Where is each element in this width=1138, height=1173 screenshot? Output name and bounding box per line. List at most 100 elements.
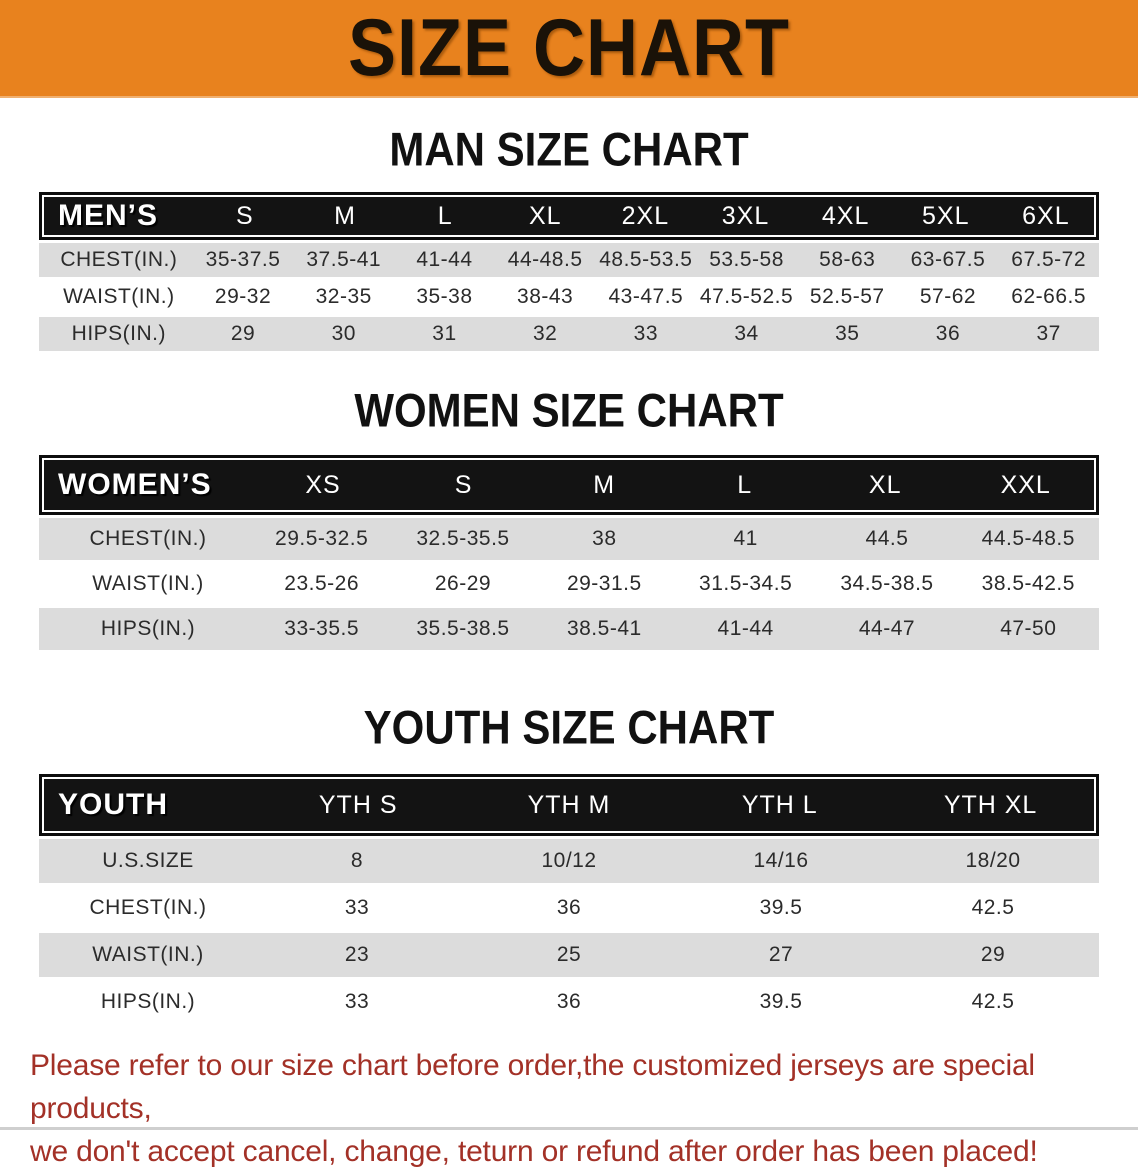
size-cell: 41 [733,527,758,550]
table-row: HIPS(IN.) 33 36 39.5 42.5 [39,980,1099,1024]
size-chart-sections: MAN SIZE CHART MEN’S S M L XL 2XL 3XL 4XL 5XL 6XL C… [0,123,1138,1024]
size-cell: 42.5 [971,896,1015,919]
row-label: WAIST(IN.) [92,572,204,595]
row-label: HIPS(IN.) [71,322,167,345]
table-row: CHEST(IN.) 33 36 39.5 42.5 [39,886,1099,930]
size-cell: 48.5-53.5 [599,248,693,271]
section-heading-women: WOMEN SIZE CHART [354,384,784,437]
size-cell: 37 [1036,322,1061,345]
size-cell: 30 [331,322,356,345]
size-cell: 57-62 [919,285,977,308]
size-cell: 8 [350,849,364,872]
column-header: 5XL [922,201,970,230]
row-label: CHEST(IN.) [89,527,207,550]
size-cell: 44-47 [858,617,916,640]
column-header: 6XL [1022,201,1070,230]
table-row: WAIST(IN.) 23 25 27 29 [39,933,1099,977]
column-header: YTH S [318,790,398,819]
women-table-label: WOMEN’S [58,468,212,501]
size-cell: 63-67.5 [910,248,986,271]
size-cell: 29.5-32.5 [275,527,369,550]
table-row: WAIST(IN.) 29-32 32-35 35-38 38-43 43-47.5 47.… [39,280,1099,314]
size-cell: 32.5-35.5 [416,527,510,550]
row-label: HIPS(IN.) [100,617,196,640]
row-label: HIPS(IN.) [100,990,196,1013]
size-cell: 67.5-72 [1011,248,1087,271]
size-cell: 44.5-48.5 [981,527,1075,550]
size-cell: 44-48.5 [507,248,583,271]
size-cell: 29 [230,322,256,345]
table-row: HIPS(IN.) 29 30 31 32 33 34 35 36 37 [39,317,1099,351]
size-cell: 38-43 [517,285,574,308]
column-header: XL [868,470,902,499]
column-header: YTH M [527,790,611,819]
column-header: XL [528,201,562,230]
size-cell: 52.5-57 [809,285,885,308]
size-cell: 35.5-38.5 [416,617,510,640]
section-heading-youth: YOUTH SIZE CHART [363,701,775,754]
size-cell: 47.5-52.5 [699,285,794,308]
size-cell: 38 [592,527,617,550]
size-cell: 36 [556,990,582,1013]
youth-table-label: YOUTH [58,788,168,821]
size-cell: 39.5 [759,990,803,1013]
column-header: YTH L [741,790,818,819]
column-header: L [737,470,753,499]
column-header: XXL [1000,470,1051,499]
size-cell: 26-29 [434,572,492,595]
table-row: HIPS(IN.) 33-35.5 35.5-38.5 38.5-41 41-44 44-… [39,608,1099,650]
youth-table-header-row: YOUTH YTH S YTH M YTH L YTH XL [39,774,1099,836]
size-cell: 62-66.5 [1011,285,1087,308]
size-cell: 36 [935,322,961,345]
column-header: S [236,201,254,230]
size-cell: 32 [532,322,558,345]
size-cell: 39.5 [759,896,803,919]
column-header: 2XL [621,201,670,230]
size-cell: 58-63 [819,248,876,271]
column-header: M [593,470,616,499]
row-label: U.S.SIZE [102,849,194,872]
men-size-table: MEN’S S M L XL 2XL 3XL 4XL 5XL 6XL CHEST(IN.) 35-37… [39,192,1099,351]
column-header: L [437,201,453,230]
women-table-header-row: WOMEN’S XS S M L XL XXL [39,455,1099,515]
row-label: WAIST(IN.) [92,943,204,966]
size-cell: 36 [556,896,582,919]
size-cell: 38.5-41 [566,617,642,640]
section-heading-men: MAN SIZE CHART [389,123,749,176]
size-cell: 18/20 [965,849,1021,872]
column-header: M [334,201,356,230]
youth-size-table: YOUTH YTH S YTH M YTH L YTH XL U.S.SIZE 8 10/12… [39,774,1099,1024]
section-men: MAN SIZE CHART MEN’S S M L XL 2XL 3XL 4XL 5XL 6XL C… [0,123,1138,351]
size-cell: 31 [432,322,457,345]
size-cell: 35 [835,322,860,345]
column-header: 4XL [821,201,870,230]
size-cell: 25 [556,943,582,966]
men-table-label: MEN’S [58,199,159,232]
column-header: S [454,470,473,499]
disclaimer-line-1: Please refer to our size chart before or… [30,1049,1035,1125]
column-header: XS [305,470,341,499]
disclaimer: Please refer to our size chart before or… [30,1044,1138,1173]
size-cell: 29 [980,943,1006,966]
size-cell: 34.5-38.5 [840,572,934,595]
size-cell: 43-47.5 [608,285,684,308]
size-chart-banner: SIZE CHART [0,0,1138,98]
size-cell: 47-50 [1000,617,1057,640]
banner-title: SIZE CHART [348,3,790,93]
section-youth: YOUTH SIZE CHART YOUTH YTH S YTH M YTH L YTH … [0,701,1138,1024]
size-cell: 35-37.5 [205,248,281,271]
size-cell: 33-35.5 [284,617,360,640]
size-cell: 41-44 [416,248,473,271]
column-header: YTH XL [943,790,1038,819]
size-cell: 10/12 [541,849,597,872]
row-label: CHEST(IN.) [89,896,207,919]
disclaimer-line-2: we don't accept cancel, change, teturn o… [30,1135,1038,1168]
size-cell: 53.5-58 [709,248,784,271]
column-header: 3XL [721,201,770,230]
men-table-header-row: MEN’S S M L XL 2XL 3XL 4XL 5XL 6XL [39,192,1099,240]
size-cell: 38.5-42.5 [981,572,1075,595]
table-row: U.S.SIZE 8 10/12 14/16 18/20 [39,839,1099,883]
size-cell: 32-35 [315,285,372,308]
size-cell: 31.5-34.5 [699,572,793,595]
